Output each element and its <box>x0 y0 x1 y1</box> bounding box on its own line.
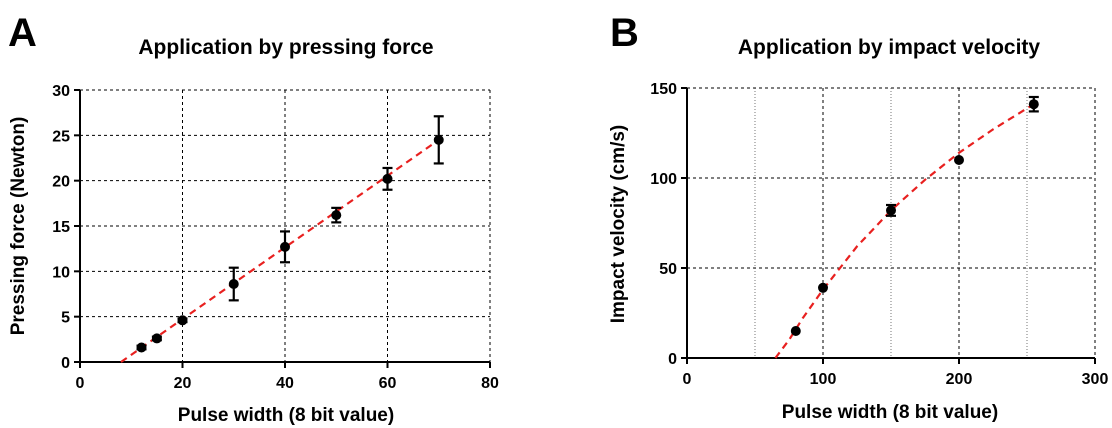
chart-b-ytick-label: 100 <box>650 171 677 188</box>
chart-a-ytick-label: 25 <box>52 128 70 145</box>
chart-a-fit-line <box>120 138 440 363</box>
chart-b-data-point <box>790 326 801 336</box>
chart-a-ytick-label: 20 <box>52 174 70 191</box>
panel-a-letter: A <box>8 11 37 55</box>
chart-b-xlabel: Pulse width (8 bit value) <box>782 402 998 423</box>
chart-b-xtick-label: 0 <box>683 371 692 388</box>
chart-a-xtick-label: 40 <box>276 375 294 392</box>
chart-b-plot: 0 100 200 300 0 50 100 150 <box>650 81 1108 388</box>
chart-a-xlabel: Pulse width (8 bit value) <box>178 405 394 426</box>
chart-a-ytick-label: 5 <box>61 310 70 327</box>
chart-a-data-point <box>331 210 342 221</box>
chart-a-data-point <box>151 333 162 344</box>
chart-b-ytick-label: 0 <box>668 351 677 368</box>
panel-b-letter: B <box>610 11 639 55</box>
chart-b-title: Application by impact velocity <box>738 36 1041 59</box>
chart-a-ytick-label: 30 <box>52 83 70 100</box>
chart-a-xtick-label: 80 <box>481 375 499 392</box>
chart-a-xtick-label: 0 <box>76 375 85 392</box>
chart-a-data-point <box>433 134 444 145</box>
chart-a-xtick-label: 20 <box>174 375 192 392</box>
chart-b-xtick-label: 200 <box>946 371 973 388</box>
chart-a-ylabel: Pressing force (Newton) <box>8 117 29 336</box>
chart-b-data-point <box>818 282 828 293</box>
chart-b-ylabel: Impact velocity (cm/s) <box>608 125 629 324</box>
chart-a-data-point <box>382 173 393 184</box>
chart-b-xtick-label: 300 <box>1082 371 1109 388</box>
chart-b-ytick-label: 50 <box>659 261 677 278</box>
chart-a-title: Application by pressing force <box>138 36 433 59</box>
chart-a-xtick-label: 60 <box>379 375 397 392</box>
chart-b-data-point <box>886 205 896 216</box>
chart-a-data-point <box>280 241 290 252</box>
chart-a-plot: 0 20 40 60 80 0 5 10 15 20 25 30 <box>52 83 499 392</box>
chart-b-data-point <box>1028 99 1039 110</box>
chart-a-ytick-label: 0 <box>61 355 70 372</box>
chart-a-ytick-label: 10 <box>52 264 70 281</box>
chart-a-ytick-label: 15 <box>52 219 70 236</box>
chart-a-data-point <box>136 342 147 353</box>
chart-b-data-point <box>954 155 964 165</box>
chart-b-fit-line <box>774 103 1035 359</box>
chart-a-data-point <box>177 315 188 326</box>
chart-b-xtick-label: 100 <box>810 371 837 388</box>
chart-a-data-point <box>228 279 239 290</box>
chart-b-ytick-label: 150 <box>650 81 677 98</box>
